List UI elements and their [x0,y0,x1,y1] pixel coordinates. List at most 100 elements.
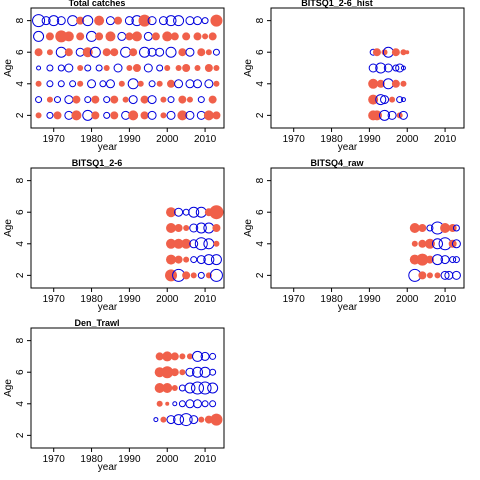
bubble-positive [197,48,206,57]
bubble-negative [127,78,139,90]
x-tick-label: 1980 [320,134,343,145]
bubble-negative [46,80,54,88]
bubble-negative [185,16,195,26]
y-tick-label: 4 [15,241,26,247]
bubble-positive [76,32,85,41]
bubble-negative [147,16,157,26]
bubble-positive [171,385,178,391]
bubble-positive [164,65,171,71]
bubble-positive [213,240,220,247]
bubble-positive [151,32,160,41]
bubble-negative [174,207,184,217]
bubble-positive [72,95,81,104]
bubble-negative [451,239,461,249]
bubble-positive [55,30,68,43]
bubble-negative [35,96,43,104]
bubble-negative [210,254,222,266]
bubble-positive [128,110,139,121]
bubble-negative [212,48,220,56]
bubble-positive [177,110,188,121]
bubble-positive [154,383,165,393]
bubble-positive [389,96,396,103]
bubble-negative [84,96,92,104]
bubble-positive [409,223,420,233]
bubble-positive [53,111,62,120]
y-tick-label: 2 [15,112,26,118]
x-tick-label: 1990 [118,294,141,305]
bubble-positive [63,31,74,42]
bubble-negative [117,31,127,41]
x-tick-label: 1970 [283,134,306,145]
bubble-positive [400,80,407,87]
bubble-positive [182,64,191,72]
x-tick-label: 2000 [396,294,419,305]
y-tick-label: 6 [255,49,266,55]
bubble-negative [147,95,157,105]
bubble-negative [452,224,460,232]
bubble-negative [32,14,46,28]
x-tick-label: 1980 [80,294,103,305]
bubble-negative [195,222,207,234]
bubble-positive [166,223,177,233]
bubble-negative [165,15,177,27]
bubble-positive [210,413,223,426]
x-tick-label: 1970 [283,294,306,305]
x-tick-label: 2010 [434,134,457,145]
bubble-negative [103,111,111,119]
bubble-positive [194,65,201,71]
bubble-positive [170,368,179,377]
bubble-negative [95,64,103,72]
bubble-positive [190,272,197,279]
bubble-positive [46,96,53,103]
bubble-positive [186,353,193,360]
x-tick-label: 2010 [194,294,217,305]
bubble-negative [375,94,387,106]
x-tick-label: 2000 [156,294,179,305]
panel-3: BITSQ1_2-6 1970 1980 1990 2000 2010 2 4 6 8 year Ag… [3,158,225,313]
bubble-negative [432,254,444,266]
bubble-positive [173,238,184,249]
bubble-negative [56,16,66,26]
bubble-negative [87,79,97,89]
bubble-negative [156,64,164,72]
y-tick-label: 6 [15,209,26,215]
bubble-negative [192,366,204,378]
bubble-positive [76,16,85,25]
bubble-negative [158,16,168,26]
x-tick-label: 1990 [358,294,381,305]
bubble-positive [129,48,138,57]
bubble-negative [153,417,159,423]
bubble-negative [184,382,196,394]
bubble-negative [105,79,115,89]
bubble-positive [212,111,221,120]
plot-frame [30,167,225,289]
bubble-negative [193,399,203,409]
bubble-negative [46,111,54,119]
bubble-negative [207,382,219,394]
bubble-negative [64,63,74,73]
bubble-negative [53,96,61,104]
bubble-negative [440,255,450,265]
bubble-positive [178,95,187,104]
bubble-positive [166,207,177,218]
y-axis-label: Age [3,379,14,397]
bubble-negative [57,64,65,72]
y-tick-label: 6 [15,369,26,375]
bubble-positive [368,78,379,89]
x-tick-label: 1980 [80,134,103,145]
bubble-positive [118,80,125,87]
bubble-negative [82,15,94,27]
bubble-negative [67,15,79,27]
bubble-positive [213,80,220,87]
bubble-positive [131,31,142,42]
panel-title: BITSQ4_raw [310,158,364,168]
x-axis-label: year [338,142,358,153]
plot-frame [270,167,465,289]
bubble-positive [182,32,191,41]
x-axis-label: year [338,302,358,313]
bubble-positive [110,95,119,104]
y-tick-label: 8 [15,17,26,23]
bubble-negative [174,79,184,89]
bubble-positive [166,254,177,265]
bubble-positive [181,238,192,249]
